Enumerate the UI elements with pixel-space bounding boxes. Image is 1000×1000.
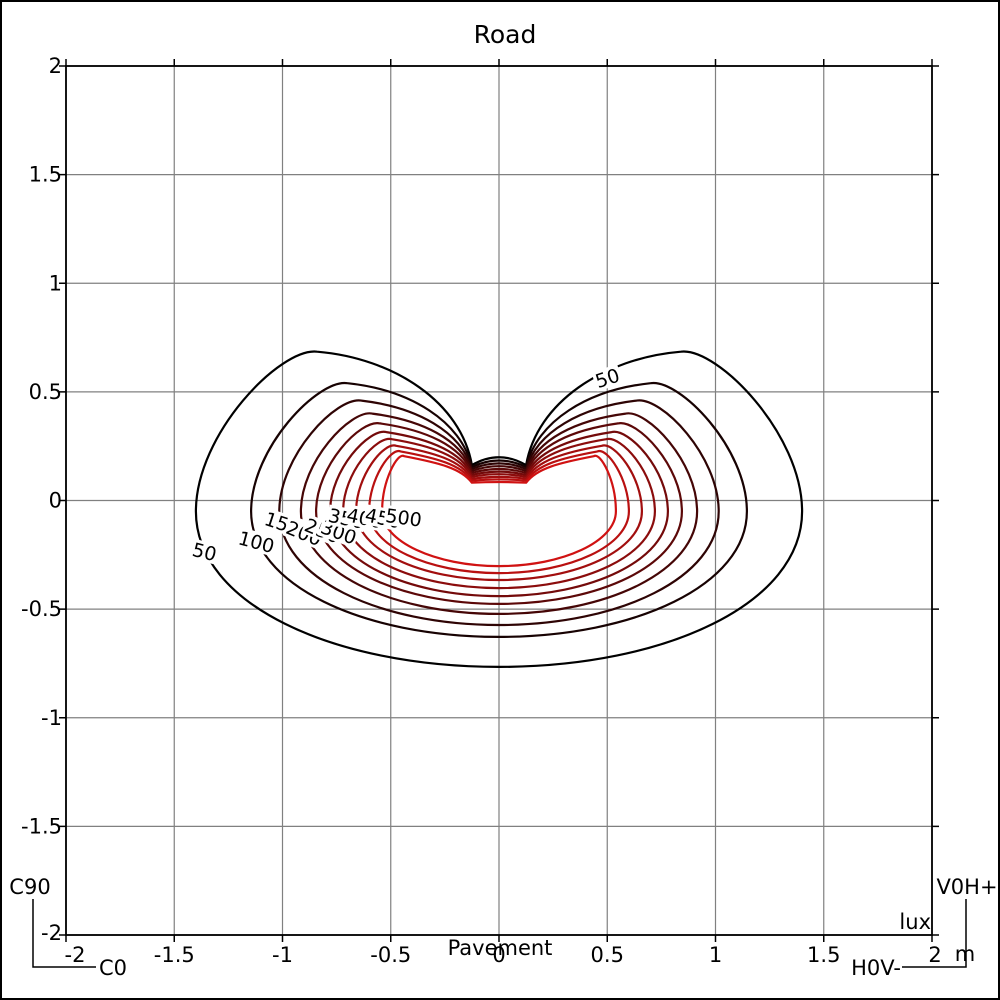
y-tick-label: -0.5 <box>21 597 62 621</box>
contour-line-100 <box>250 382 748 638</box>
contour-label-bg <box>189 538 221 565</box>
contour-label-bg <box>591 364 624 392</box>
x-tick-label: 0.5 <box>591 943 624 967</box>
contour-line-200 <box>299 412 699 615</box>
unit-m-label: m <box>955 942 975 966</box>
y-tick-label: -2 <box>41 921 62 945</box>
contour-label: 500 <box>384 505 423 532</box>
y-tick-label: 1.5 <box>29 163 62 187</box>
contour-line-50 <box>194 350 804 668</box>
x-tick-label: 2 <box>928 943 941 967</box>
x-tick-label: 1 <box>709 943 722 967</box>
x-tick-label: -0.5 <box>370 943 411 967</box>
chart-title: Road <box>474 20 537 49</box>
y-tick-labels: 2 1.5 1 0.5 0 -0.5 -1 -1.5 -2 <box>21 54 62 945</box>
x-axis-label: Pavement <box>448 936 553 960</box>
x-tick-label: -1.5 <box>154 943 195 967</box>
y-tick-label: -1.5 <box>21 814 62 838</box>
x-tick-label: -1 <box>272 943 293 967</box>
plot-border <box>65 65 933 936</box>
contour-line-250 <box>315 422 683 605</box>
y-tick-label: 2 <box>49 54 62 78</box>
c90-c0-axis-line <box>32 899 96 968</box>
x-tick-label: 1.5 <box>807 943 840 967</box>
x-tick-label: -2 <box>65 943 86 967</box>
contour-label: 50 <box>190 539 219 566</box>
x-tick-labels: -2 -1.5 -1 -0.5 0 0.5 1 1.5 2 <box>65 943 942 967</box>
axis-ticks <box>59 59 939 942</box>
contour-label: 100 <box>236 527 277 558</box>
y-tick-label: 0 <box>49 489 62 513</box>
y-tick-label: 0.5 <box>29 380 62 404</box>
x-tick-label: 0 <box>492 943 505 967</box>
contour-label-bg <box>383 504 425 530</box>
corner-label-h0v: H0V- <box>851 956 901 980</box>
contour-value-labels: 5010015020025030035040045050050 <box>189 364 624 566</box>
unit-lux-label: lux <box>899 910 931 934</box>
contour-label-group: 50 <box>189 538 221 566</box>
contour-label-bg <box>235 527 278 557</box>
contour-label-group: 500 <box>383 504 425 532</box>
corner-label-v0h: V0H+ <box>936 875 997 899</box>
y-tick-label: -1 <box>41 706 62 730</box>
v0h-h0v-axis-line <box>902 899 967 968</box>
corner-label-c0: C0 <box>99 956 127 980</box>
corner-label-c90: C90 <box>9 875 50 899</box>
y-tick-label: 1 <box>49 271 62 295</box>
